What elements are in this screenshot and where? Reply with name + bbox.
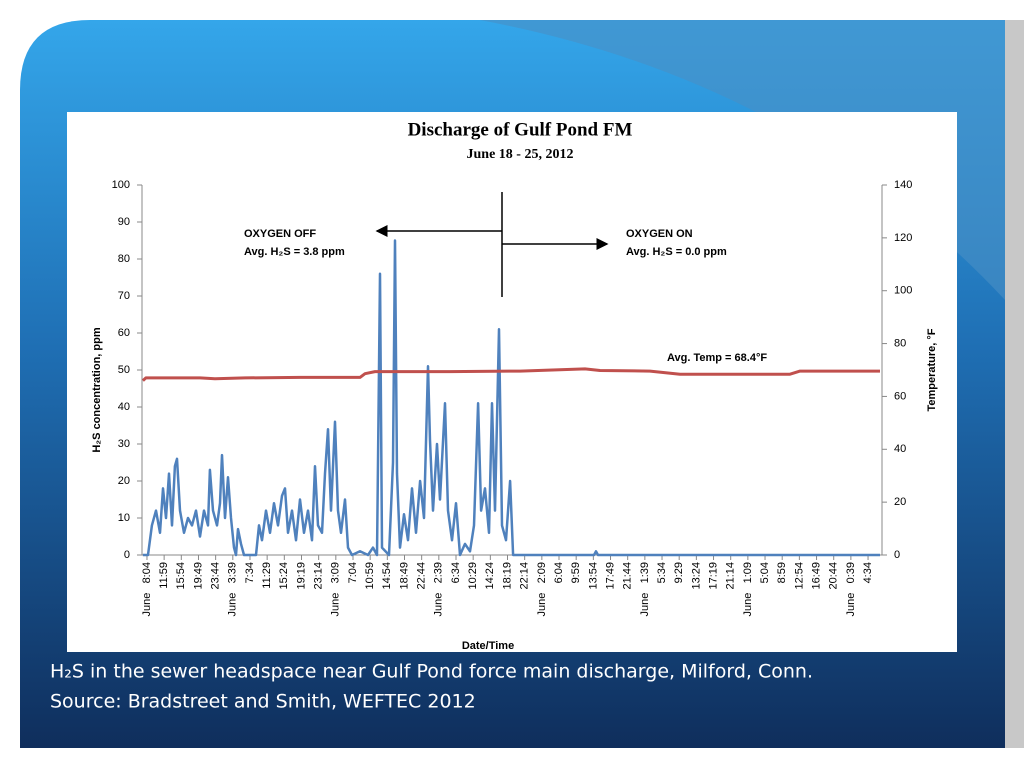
x-tick-label: 21:44: [622, 562, 634, 590]
x-tick-label: 16:49: [810, 562, 822, 590]
y2-tick-label: 60: [894, 390, 906, 402]
x-tick-label: 9:59: [570, 562, 582, 583]
chart-subtitle: June 18 - 25, 2012: [467, 147, 574, 162]
y-tick-label: 10: [118, 512, 130, 524]
x-tick-label: June 1:39: [639, 562, 651, 616]
y-tick-label: 0: [124, 549, 130, 561]
y-tick-label: 30: [118, 438, 130, 450]
series-line: [142, 239, 880, 557]
annotation: Avg. Temp = 68.4°F: [667, 352, 767, 364]
x-tick-label: 21:14: [725, 562, 737, 590]
x-tick-label: 4:34: [862, 562, 874, 583]
x-tick-label: 11:29: [261, 562, 273, 589]
y2-axis-title: Temperature, °F: [926, 328, 938, 411]
x-tick-label: 8:59: [776, 562, 788, 583]
y-tick-label: 40: [118, 401, 130, 413]
x-tick-label: 14:54: [381, 562, 393, 590]
x-tick-label: June 2:39: [433, 562, 445, 616]
y-tick-label: 20: [118, 475, 130, 487]
y-axis-title: H₂S concentration, ppm: [91, 327, 103, 453]
x-tick-label: 19:19: [295, 562, 307, 590]
x-tick-label: 18:19: [501, 562, 513, 590]
y2-tick-label: 40: [894, 443, 906, 455]
x-tick-label: June 3:39: [227, 562, 239, 616]
y2-tick-label: 140: [894, 179, 912, 191]
x-tick-label: 22:44: [416, 562, 428, 590]
x-tick-label: June 3:09: [330, 562, 342, 616]
y-tick-label: 70: [118, 290, 130, 302]
x-tick-label: 10:29: [467, 562, 479, 590]
x-tick-label: 10:59: [364, 562, 376, 590]
slide-accent: [480, 20, 1005, 300]
x-tick-label: 23:14: [313, 562, 325, 590]
x-tick-label: 7:04: [347, 562, 359, 583]
y-tick-label: 80: [118, 253, 130, 265]
caption: Source: Bradstreet and Smith, WEFTEC 201…: [50, 691, 476, 713]
x-tick-label: 20:44: [828, 562, 840, 590]
y2-tick-label: 20: [894, 496, 906, 508]
x-tick-label: 6:04: [553, 562, 565, 583]
x-tick-label: June 0:39: [845, 562, 857, 616]
y2-tick-label: 80: [894, 337, 906, 349]
x-tick-label: 5:04: [759, 562, 771, 583]
x-tick-label: 19:49: [192, 562, 204, 590]
x-tick-label: June 8:04: [141, 562, 153, 616]
x-tick-label: 5:34: [656, 562, 668, 583]
x-tick-label: 14:24: [484, 562, 496, 590]
chart-box: [67, 112, 957, 652]
x-tick-label: 13:24: [690, 562, 702, 590]
x-tick-label: 7:34: [244, 562, 256, 583]
x-tick-label: June 2:09: [536, 562, 548, 616]
chart-title: Discharge of Gulf Pond FM: [408, 119, 633, 140]
y2-tick-label: 120: [894, 232, 912, 244]
x-tick-label: 6:34: [450, 562, 462, 583]
x-tick-label: 18:49: [398, 562, 410, 590]
x-axis-title: Date/Time: [462, 640, 514, 652]
x-tick-label: June 1:09: [742, 562, 754, 616]
y-tick-label: 60: [118, 327, 130, 339]
annotation: OXYGEN ON: [626, 228, 693, 240]
series-line: [141, 367, 880, 382]
annotation: OXYGEN OFF: [244, 228, 316, 240]
annotation: Avg. H₂S = 3.8 ppm: [244, 246, 345, 258]
slide-edge: [1005, 20, 1024, 748]
y-tick-label: 50: [118, 364, 130, 376]
x-tick-label: 13:54: [587, 562, 599, 590]
x-tick-label: 11:59: [158, 562, 170, 589]
y-tick-label: 100: [112, 179, 130, 191]
x-tick-label: 9:29: [673, 562, 685, 583]
y-tick-label: 90: [118, 216, 130, 228]
y2-tick-label: 100: [894, 285, 912, 297]
x-tick-label: 17:49: [604, 562, 616, 590]
annotation: Avg. H₂S = 0.0 ppm: [626, 246, 727, 258]
x-tick-label: 23:44: [210, 562, 222, 590]
caption: H₂S in the sewer headspace near Gulf Pon…: [50, 661, 813, 683]
x-tick-label: 17:19: [707, 562, 719, 590]
x-tick-label: 15:54: [175, 562, 187, 590]
x-tick-label: 22:14: [519, 562, 531, 590]
y2-tick-label: 0: [894, 549, 900, 561]
x-tick-label: 12:54: [793, 562, 805, 590]
x-tick-label: 15:24: [278, 562, 290, 590]
